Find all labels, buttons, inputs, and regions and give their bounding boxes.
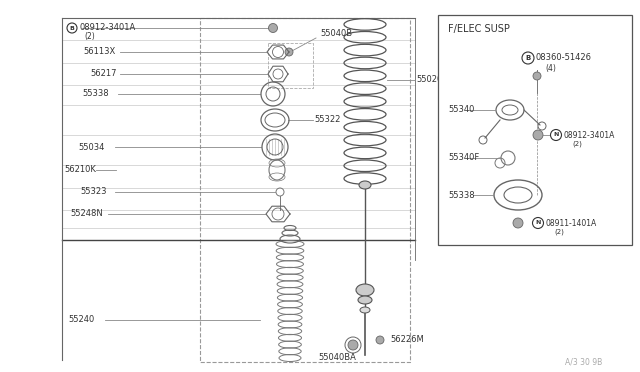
Text: N: N bbox=[554, 132, 559, 138]
Circle shape bbox=[348, 340, 358, 350]
Text: (2): (2) bbox=[572, 141, 582, 147]
Text: 08911-1401A: 08911-1401A bbox=[545, 218, 596, 228]
Ellipse shape bbox=[359, 181, 371, 189]
Text: B: B bbox=[525, 55, 531, 61]
Circle shape bbox=[376, 336, 384, 344]
Text: 55340F: 55340F bbox=[448, 154, 479, 163]
Circle shape bbox=[533, 72, 541, 80]
Text: (2): (2) bbox=[554, 229, 564, 235]
Text: 08912-3401A: 08912-3401A bbox=[563, 131, 614, 140]
Text: B: B bbox=[70, 26, 74, 31]
Text: 56113X: 56113X bbox=[83, 48, 115, 57]
Text: A/3 30 9B: A/3 30 9B bbox=[565, 357, 602, 366]
Text: 55040BA: 55040BA bbox=[318, 353, 356, 362]
Circle shape bbox=[269, 23, 278, 32]
Text: 55020M: 55020M bbox=[416, 76, 449, 84]
Ellipse shape bbox=[356, 284, 374, 296]
Text: 55322: 55322 bbox=[314, 115, 340, 125]
Ellipse shape bbox=[358, 296, 372, 304]
Text: 55338: 55338 bbox=[448, 190, 475, 199]
Text: 55034: 55034 bbox=[78, 142, 104, 151]
Text: 55248N: 55248N bbox=[70, 209, 103, 218]
Text: (2): (2) bbox=[84, 32, 95, 42]
Text: 55340: 55340 bbox=[448, 106, 474, 115]
Text: 08912-3401A: 08912-3401A bbox=[79, 23, 135, 32]
Text: F/ELEC SUSP: F/ELEC SUSP bbox=[448, 24, 510, 34]
Text: 55338: 55338 bbox=[82, 90, 109, 99]
Text: 56226M: 56226M bbox=[390, 336, 424, 344]
Text: 55323: 55323 bbox=[80, 187, 106, 196]
Text: 55240: 55240 bbox=[68, 315, 94, 324]
Circle shape bbox=[285, 48, 293, 56]
Text: 56217: 56217 bbox=[90, 70, 116, 78]
Text: 08360-51426: 08360-51426 bbox=[536, 54, 592, 62]
Bar bbox=[438, 15, 632, 245]
Text: 56210K: 56210K bbox=[64, 166, 96, 174]
Circle shape bbox=[533, 130, 543, 140]
Text: N: N bbox=[535, 221, 541, 225]
Text: (4): (4) bbox=[545, 64, 556, 73]
Ellipse shape bbox=[360, 307, 370, 313]
Text: 55040B: 55040B bbox=[320, 29, 352, 38]
Circle shape bbox=[513, 218, 523, 228]
